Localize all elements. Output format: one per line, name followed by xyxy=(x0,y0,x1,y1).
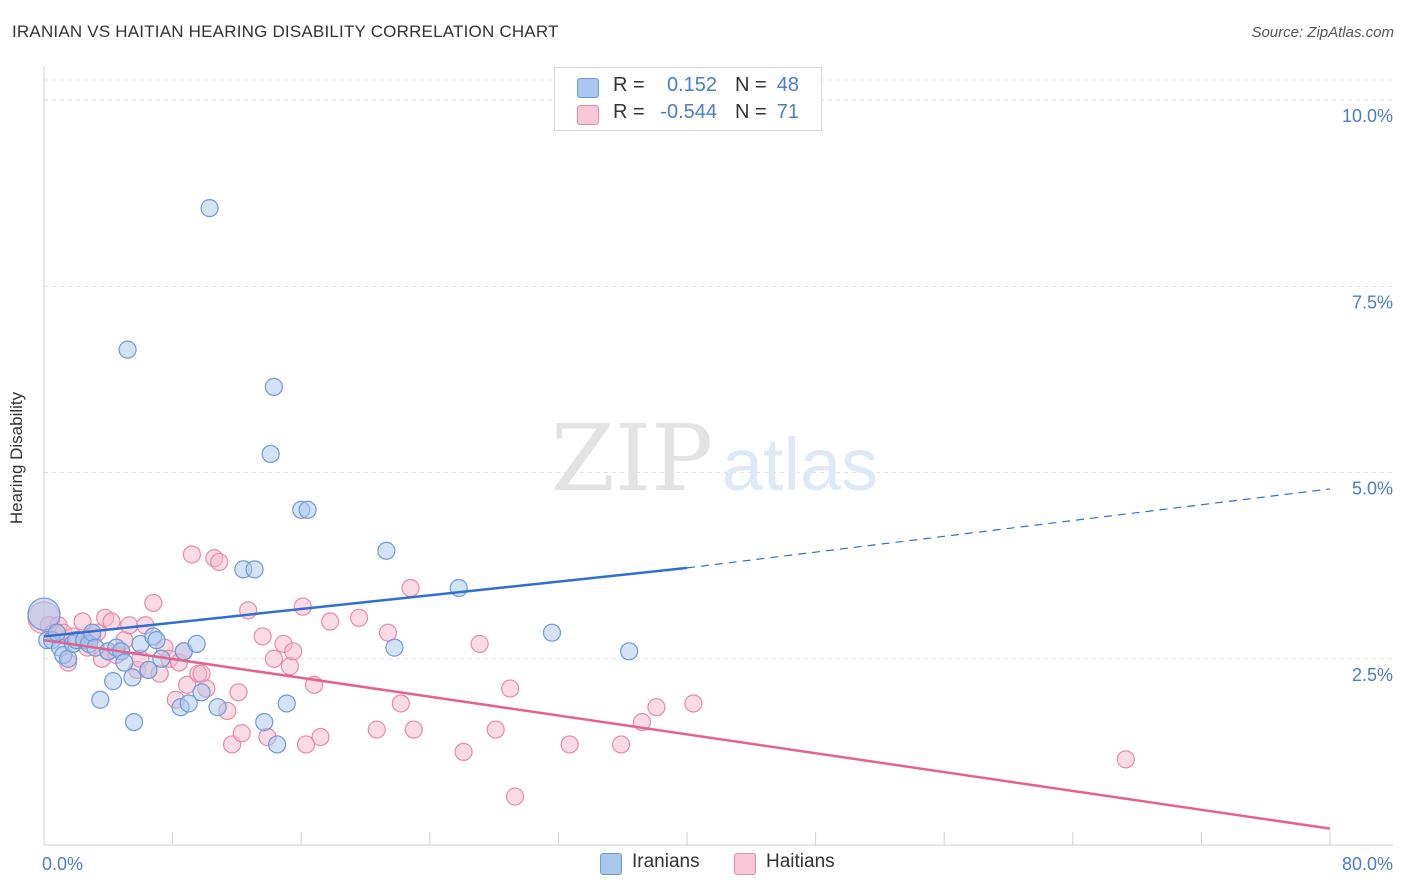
watermark-atlas: atlas xyxy=(722,423,878,506)
iranians-point[interactable] xyxy=(47,623,66,642)
watermark: ZIP atlas xyxy=(551,405,878,512)
y-tick-label: 7.5% xyxy=(1352,292,1393,312)
iranians-point[interactable] xyxy=(385,638,404,657)
iranians-point[interactable] xyxy=(179,694,198,713)
r-value: 0.152 xyxy=(666,74,717,96)
iranians-point[interactable] xyxy=(118,340,137,359)
iranians-point[interactable] xyxy=(104,672,123,691)
haitians-point[interactable] xyxy=(367,720,386,739)
iranians-point[interactable] xyxy=(298,500,317,519)
haitians-swatch xyxy=(734,853,756,875)
x-tick-label: 80.0% xyxy=(1342,854,1393,874)
x-tick-labels: 0.0% 80.0% xyxy=(42,854,1393,874)
haitians-point[interactable] xyxy=(177,675,197,694)
y-tick-labels: 2.5% 5.0% 7.5% 10.0% xyxy=(1342,106,1393,685)
iranians-point[interactable] xyxy=(147,631,166,650)
iranians-point[interactable] xyxy=(200,199,219,218)
iranians-point[interactable] xyxy=(261,444,280,464)
x-tick-label: 0.0% xyxy=(42,854,83,874)
legend-row-haitians: R = -0.544 N = 71 xyxy=(555,101,821,129)
iranians-swatch xyxy=(577,78,599,98)
legend-label-iranians: Iranians xyxy=(632,851,700,872)
iranians-trend-line xyxy=(43,566,688,638)
legend-label-haitians: Haitians xyxy=(766,851,835,872)
haitians-point[interactable] xyxy=(311,727,330,747)
haitians-point[interactable] xyxy=(253,627,272,646)
chart-title: IRANIAN VS HAITIAN HEARING DISABILITY CO… xyxy=(12,22,559,41)
iranians-point[interactable] xyxy=(208,698,227,717)
haitians-point[interactable] xyxy=(486,720,505,739)
axes xyxy=(43,66,1393,846)
haitians-swatch xyxy=(577,105,599,125)
n-value: 48 xyxy=(776,74,799,96)
iranians-point[interactable] xyxy=(123,668,142,687)
iranians-point[interactable] xyxy=(277,694,296,713)
iranians-point[interactable] xyxy=(187,634,206,653)
haitians-point[interactable] xyxy=(210,552,229,572)
iranians-point[interactable] xyxy=(245,560,264,579)
source-credit: Source: ZipAtlas.com xyxy=(1251,24,1394,41)
haitians-point[interactable] xyxy=(647,698,666,717)
haitians-point[interactable] xyxy=(560,735,579,754)
haitians-points xyxy=(27,545,1135,806)
trend-lines xyxy=(43,488,1331,830)
haitians-point[interactable] xyxy=(296,735,316,754)
haitians-point[interactable] xyxy=(229,683,248,702)
iranians-point[interactable] xyxy=(542,623,562,642)
r-label: R = xyxy=(613,101,645,123)
n-label: N = xyxy=(735,101,767,123)
y-tick-label: 2.5% xyxy=(1352,665,1393,685)
watermark-zip: ZIP xyxy=(551,405,713,512)
iranians-point[interactable] xyxy=(115,653,134,672)
iranians-point[interactable] xyxy=(124,712,144,732)
iranians-point[interactable] xyxy=(620,642,639,661)
haitians-point[interactable] xyxy=(349,608,369,627)
iranians-trend-extension xyxy=(686,488,1331,569)
haitians-point[interactable] xyxy=(321,612,340,631)
legend-row-iranians: R = 0.152 N = 48 xyxy=(555,74,821,102)
haitians-point[interactable] xyxy=(611,735,631,754)
iranians-point[interactable] xyxy=(377,541,396,560)
iranians-points xyxy=(27,199,639,754)
y-tick-label: 10.0% xyxy=(1342,106,1393,126)
iranians-point[interactable] xyxy=(91,690,110,709)
iranians-point[interactable] xyxy=(255,712,274,732)
haitians-point[interactable] xyxy=(470,634,489,653)
haitians-point[interactable] xyxy=(1116,750,1135,769)
iranians-point[interactable] xyxy=(27,597,61,631)
haitians-point[interactable] xyxy=(684,694,703,713)
r-value: -0.544 xyxy=(660,101,717,123)
y-tick-label: 5.0% xyxy=(1352,479,1393,499)
haitians-point[interactable] xyxy=(293,597,312,616)
iranians-swatch xyxy=(600,853,622,875)
n-value: 71 xyxy=(776,101,799,123)
iranians-point[interactable] xyxy=(264,377,283,396)
haitians-point[interactable] xyxy=(120,616,139,635)
haitians-point[interactable] xyxy=(404,720,423,739)
haitians-point[interactable] xyxy=(401,578,420,598)
n-label: N = xyxy=(735,74,767,96)
iranians-point[interactable] xyxy=(192,683,211,702)
haitians-point[interactable] xyxy=(284,642,303,661)
series-legend: Iranians Haitians xyxy=(0,851,1406,877)
haitians-point[interactable] xyxy=(280,657,300,676)
haitians-point[interactable] xyxy=(505,787,525,806)
haitians-point[interactable] xyxy=(232,724,251,743)
haitians-point[interactable] xyxy=(501,679,520,698)
iranians-point[interactable] xyxy=(139,660,158,680)
haitians-point[interactable] xyxy=(391,694,410,713)
haitians-point[interactable] xyxy=(264,649,283,668)
haitians-trend-line xyxy=(43,638,1331,830)
iranians-point[interactable] xyxy=(267,735,287,754)
correlation-legend: R = 0.152 N = 48 R = -0.544 N = 71 xyxy=(554,67,822,131)
r-label: R = xyxy=(613,74,645,96)
haitians-point[interactable] xyxy=(144,593,163,613)
haitians-point[interactable] xyxy=(454,742,473,761)
haitians-point[interactable] xyxy=(182,545,201,564)
